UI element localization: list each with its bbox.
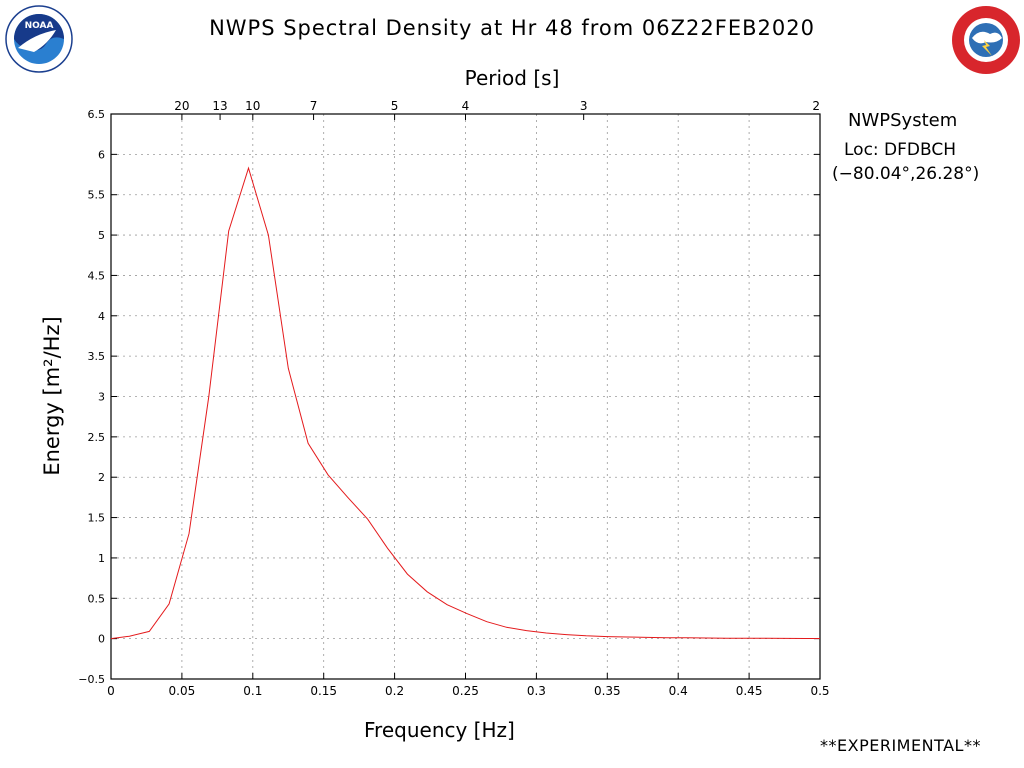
period-tick-label: 7 [310,99,318,113]
period-tick-label: 5 [391,99,399,113]
x-tick-label: 0.2 [385,684,404,698]
y-tick-label: 1 [98,552,105,565]
y-tick-label: 3 [98,391,105,404]
period-axis-label: Period [s] [464,66,560,90]
y-tick-label: 0.5 [88,592,106,605]
chart-title: NWPS Spectral Density at Hr 48 from 06Z2… [209,16,815,40]
coordinates-label: (−80.04°,26.28°) [832,164,980,184]
x-tick-label: 0.05 [169,684,196,698]
x-tick-label: 0.1 [243,684,262,698]
y-tick-label: 3.5 [88,350,106,363]
x-axis-label: Frequency [Hz] [364,718,515,742]
y-tick-label: 6.5 [88,108,106,121]
y-tick-label: 0 [98,633,105,646]
x-tick-label: 0.45 [736,684,763,698]
y-tick-label: 2 [98,471,105,484]
location-label: Loc: DFDBCH [844,140,957,160]
x-tick-label: 0 [107,684,115,698]
period-tick-label: 20 [174,99,189,113]
system-name: NWPSystem [848,110,958,131]
noaa-logo-icon: NOAA [5,5,73,73]
grid-lines [111,114,820,679]
period-tick-label: 3 [580,99,588,113]
y-tick-label: −0.5 [78,673,105,686]
y-tick-label: 6 [98,148,105,161]
energy-series-line [110,166,820,640]
x-tick-label: 0.3 [527,684,546,698]
x-tick-label: 0.25 [452,684,479,698]
y-tick-label: 4 [98,310,105,323]
y-tick-label: 2.5 [88,431,106,444]
x-tick-label: 0.15 [310,684,337,698]
series-layer [110,166,820,640]
x-tick-label: 0.4 [669,684,688,698]
tick-labels: −0.500.511.522.533.544.555.566.50 0.05 0.1… [78,99,829,698]
experimental-label: **EXPERIMENTAL** [820,736,981,755]
x-tick-label: 0.5 [810,684,829,698]
y-tick-label: 1.5 [88,512,106,525]
svg-text:NOAA: NOAA [25,21,54,31]
y-tick-label: 5 [98,229,105,242]
y-axis-label: Energy [m²/Hz] [40,316,64,476]
x-tick-label: 0.35 [594,684,621,698]
period-tick-label: 2 [812,99,820,113]
period-tick-label: 13 [212,99,227,113]
y-tick-label: 4.5 [88,269,106,282]
period-tick-label: 4 [462,99,470,113]
national-weather-service-logo-icon [952,6,1020,74]
y-tick-label: 5.5 [88,189,106,202]
period-tick-label: 10 [245,99,260,113]
